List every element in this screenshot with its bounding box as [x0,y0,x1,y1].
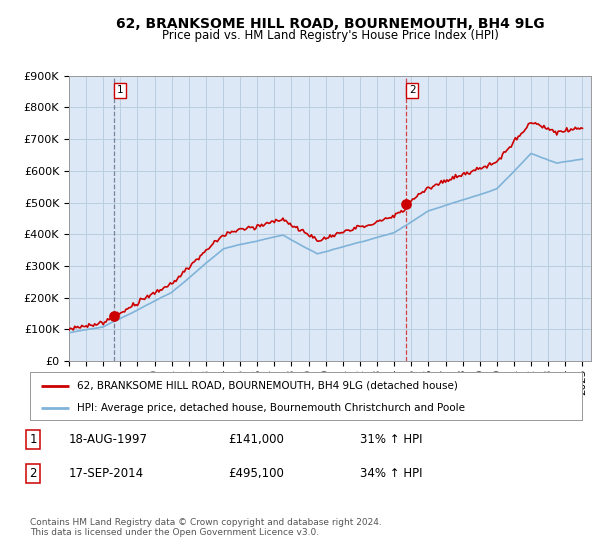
Point [401,199,411,208]
Text: 34% ↑ HPI: 34% ↑ HPI [360,466,422,480]
Text: 1: 1 [116,85,123,95]
Point [109,312,119,321]
Text: £495,100: £495,100 [228,466,284,480]
Text: 31% ↑ HPI: 31% ↑ HPI [360,433,422,446]
Text: 2: 2 [29,466,37,480]
Text: 2: 2 [409,85,416,95]
Text: Contains HM Land Registry data © Crown copyright and database right 2024.
This d: Contains HM Land Registry data © Crown c… [30,518,382,538]
Text: £141,000: £141,000 [228,433,284,446]
Text: 62, BRANKSOME HILL ROAD, BOURNEMOUTH, BH4 9LG (detached house): 62, BRANKSOME HILL ROAD, BOURNEMOUTH, BH… [77,381,458,391]
Text: 1: 1 [29,433,37,446]
Text: HPI: Average price, detached house, Bournemouth Christchurch and Poole: HPI: Average price, detached house, Bour… [77,403,465,413]
Text: 18-AUG-1997: 18-AUG-1997 [69,433,148,446]
Text: 17-SEP-2014: 17-SEP-2014 [69,466,144,480]
Text: Price paid vs. HM Land Registry's House Price Index (HPI): Price paid vs. HM Land Registry's House … [161,29,499,42]
Text: 62, BRANKSOME HILL ROAD, BOURNEMOUTH, BH4 9LG: 62, BRANKSOME HILL ROAD, BOURNEMOUTH, BH… [116,17,544,31]
